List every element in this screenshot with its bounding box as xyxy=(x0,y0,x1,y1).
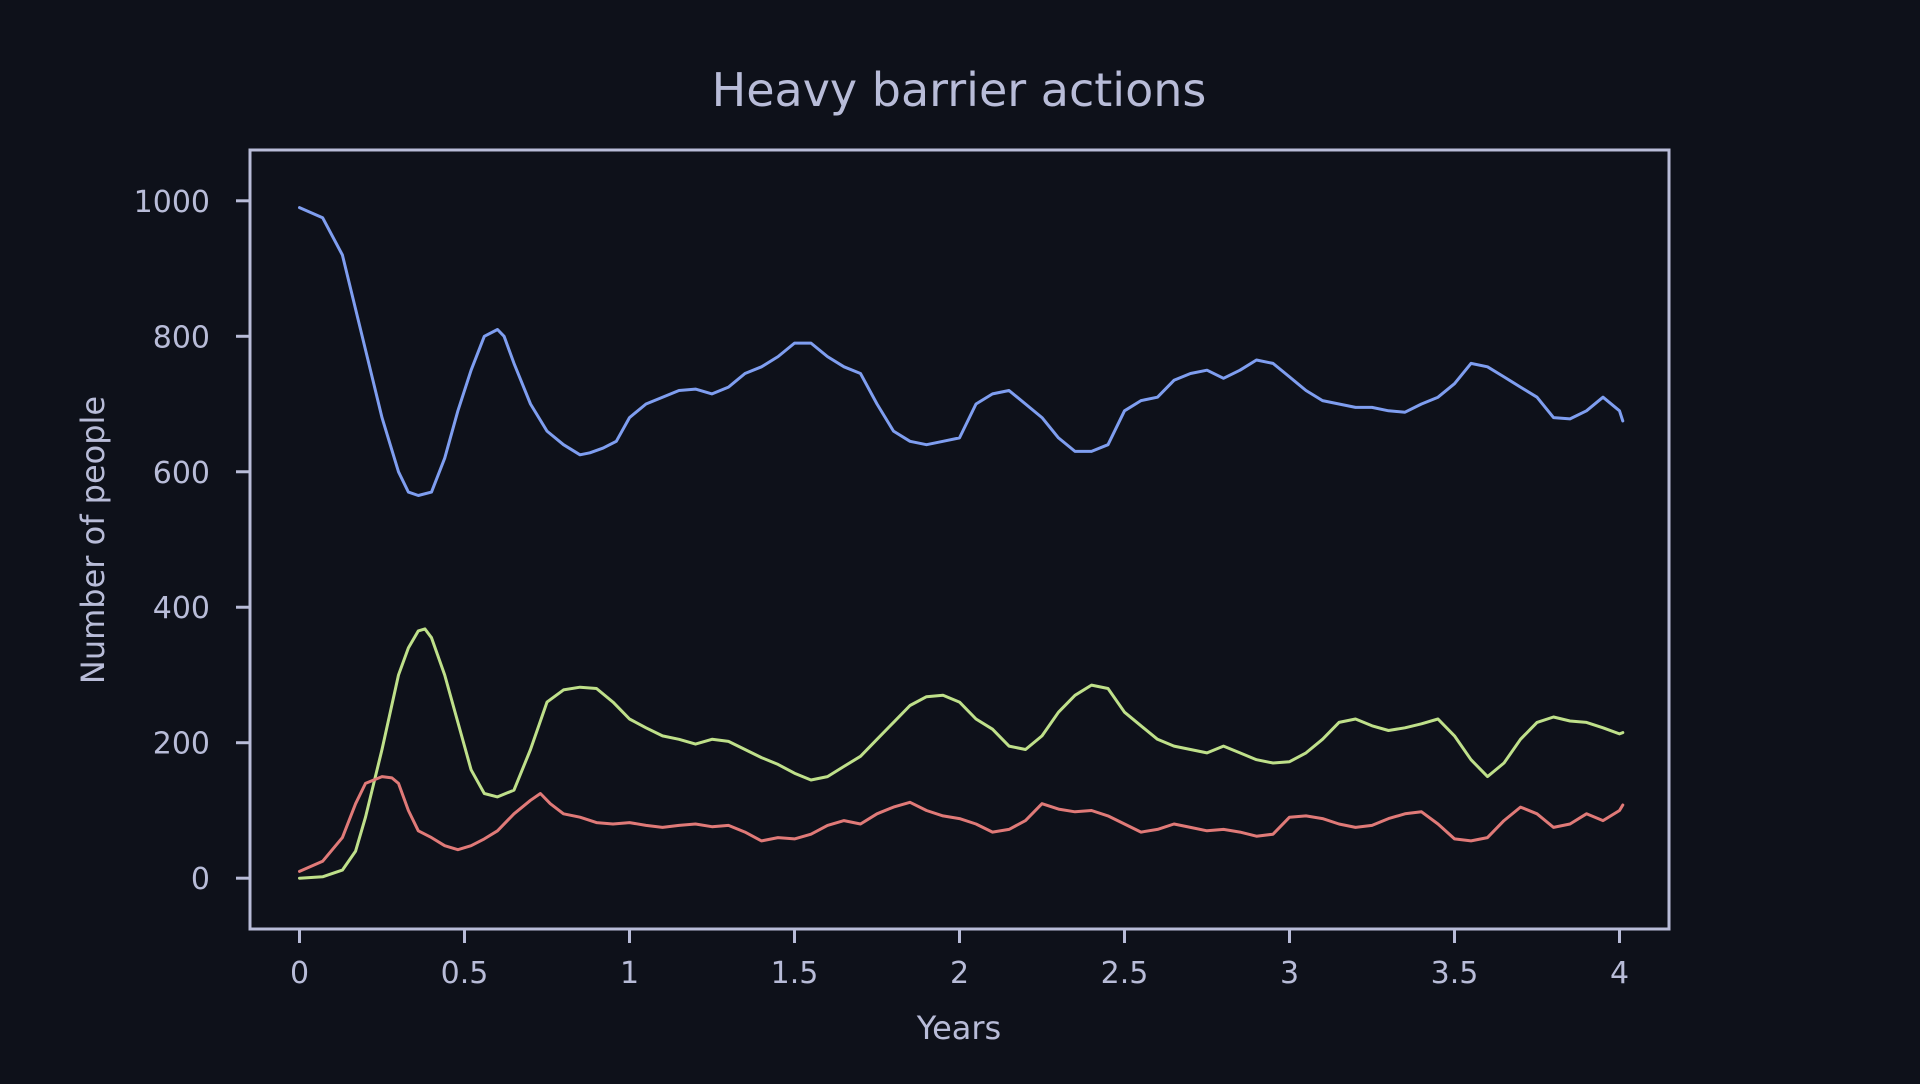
y-tick-label: 0 xyxy=(191,862,210,897)
series-line-1 xyxy=(298,206,1625,497)
y-axis-label: Number of people xyxy=(74,396,112,684)
x-axis: 0 0.5 1 1.5 2 2.5 3 3.5 4 xyxy=(290,929,1629,991)
x-tick-label: 0 xyxy=(290,956,309,991)
x-tick-label: 0.5 xyxy=(441,956,489,991)
y-tick-label: 600 xyxy=(153,456,210,491)
y-tick-label: 200 xyxy=(153,727,210,762)
chart-title: Heavy barrier actions xyxy=(712,63,1207,117)
x-axis-label: Years xyxy=(916,1009,1001,1047)
y-axis: 0 200 400 600 800 1000 xyxy=(134,185,250,897)
series-line-2 xyxy=(298,627,1625,880)
x-tick-label: 1.5 xyxy=(771,956,819,991)
x-tick-label: 4 xyxy=(1610,956,1629,991)
y-tick-label: 800 xyxy=(153,320,210,355)
x-tick-label: 1 xyxy=(620,956,639,991)
series-layer xyxy=(298,206,1625,880)
series-line-3 xyxy=(298,775,1625,873)
x-tick-label: 2 xyxy=(950,956,969,991)
x-tick-label: 3.5 xyxy=(1431,956,1479,991)
y-tick-label: 400 xyxy=(153,591,210,626)
x-tick-label: 3 xyxy=(1280,956,1299,991)
x-tick-label: 2.5 xyxy=(1101,956,1149,991)
y-tick-label: 1000 xyxy=(134,185,210,220)
